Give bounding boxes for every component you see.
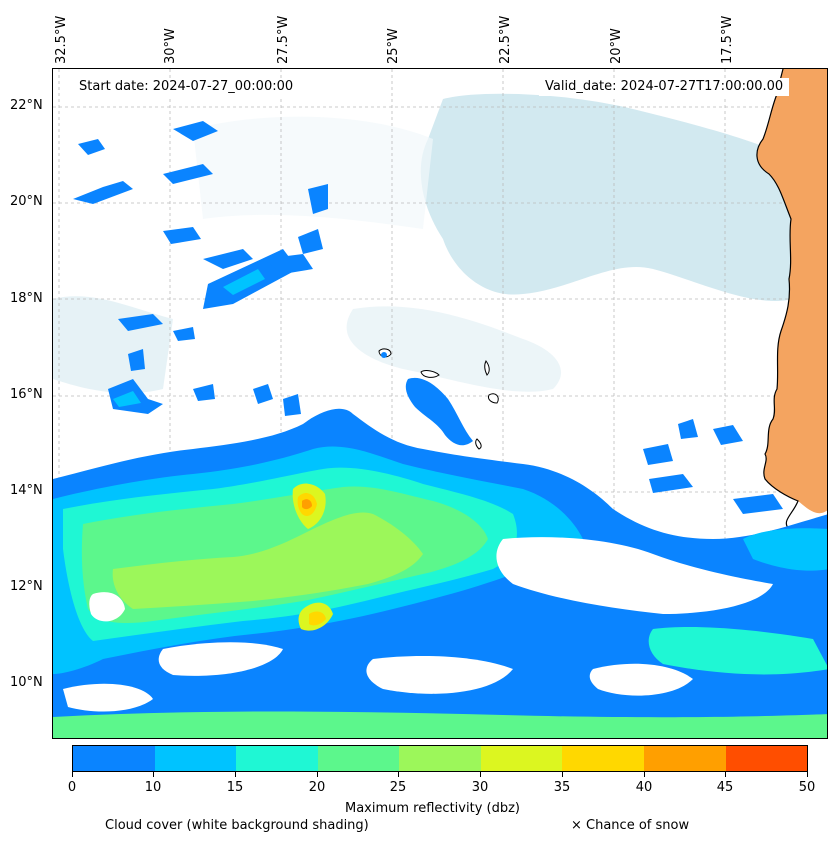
- colorbar-bin-20-25: [317, 746, 400, 771]
- band-40-45: [302, 499, 312, 510]
- cloud-cover-mid: [346, 306, 562, 392]
- lat-label-22n: 22°N: [10, 98, 43, 113]
- lon-label-25w: 25°W: [386, 28, 401, 64]
- start-date-label: Start date: 2024-07-27_00:00:00: [73, 78, 300, 96]
- colorbar-bin-30-35: [480, 746, 563, 771]
- colorbar-bin-25-30: [399, 746, 481, 771]
- northern-cells-light: [113, 269, 265, 407]
- lon-label-27-5w: 27.5°W: [276, 15, 291, 64]
- colorbar-bin-35-40: [562, 746, 644, 771]
- lat-label-10n: 10°N: [10, 675, 43, 690]
- colorbar-tick-15: 15: [226, 780, 244, 795]
- lat-label-14n: 14°N: [10, 483, 43, 498]
- colorbar-tick-25: 25: [389, 780, 407, 795]
- valid-date-label: Valid_date: 2024-07-27T17:00:00.00: [539, 78, 790, 96]
- colorbar-bin-0-10: [73, 746, 155, 771]
- snow-legend: × Chance of snow: [571, 818, 690, 833]
- cape-verde-islands: [378, 348, 499, 450]
- colorbar-label: Maximum reflectivity (dbz): [345, 801, 520, 816]
- convective-band: [53, 408, 827, 738]
- band-30-35: [292, 483, 333, 631]
- cloud-cover-layer: [53, 93, 793, 394]
- colorbar-tick-20: 20: [308, 780, 326, 795]
- colorbar-bin-40-45: [643, 746, 726, 771]
- colorbar-bin-15-20: [236, 746, 318, 771]
- lon-label-22-5w: 22.5°W: [498, 15, 513, 64]
- band-35-40: [297, 493, 326, 626]
- lon-label-20w: 20°W: [609, 28, 624, 64]
- lon-label-30w: 30°W: [163, 28, 178, 64]
- band-25-30: [112, 512, 423, 609]
- colorbar-tick-45: 45: [716, 780, 734, 795]
- colorbar-bin-45-50: [725, 746, 808, 771]
- colorbar-tick-0: 0: [67, 780, 77, 795]
- colorbar-tick-30: 30: [471, 780, 489, 795]
- colorbar-bin-10-15: [154, 746, 237, 771]
- cloud-cover-haze: [193, 116, 433, 229]
- cloud-cover-west: [53, 296, 173, 394]
- colorbar-tick-40: 40: [635, 780, 653, 795]
- colorbar-tick-50: 50: [798, 780, 816, 795]
- lat-label-16n: 16°N: [10, 387, 43, 402]
- colorbar-tick-10: 10: [144, 780, 162, 795]
- cape-verde-blue-dot: [381, 352, 387, 358]
- reflectivity-colorbar: [72, 745, 808, 772]
- lat-label-12n: 12°N: [10, 579, 43, 594]
- lat-label-18n: 18°N: [10, 291, 43, 306]
- reflectivity-map: [53, 69, 827, 738]
- band-bottom-strip: [53, 711, 827, 738]
- lon-label-17-5w: 17.5°W: [720, 15, 735, 64]
- coastline-africa: [756, 69, 799, 592]
- lon-label-32-5w: 32.5°W: [54, 15, 69, 64]
- cloud-cover-north: [420, 93, 793, 302]
- colorbar-tick-35: 35: [553, 780, 571, 795]
- lat-label-20n: 20°N: [10, 194, 43, 209]
- map-panel[interactable]: [52, 68, 828, 739]
- cloud-cover-legend: Cloud cover (white background shading): [105, 818, 369, 833]
